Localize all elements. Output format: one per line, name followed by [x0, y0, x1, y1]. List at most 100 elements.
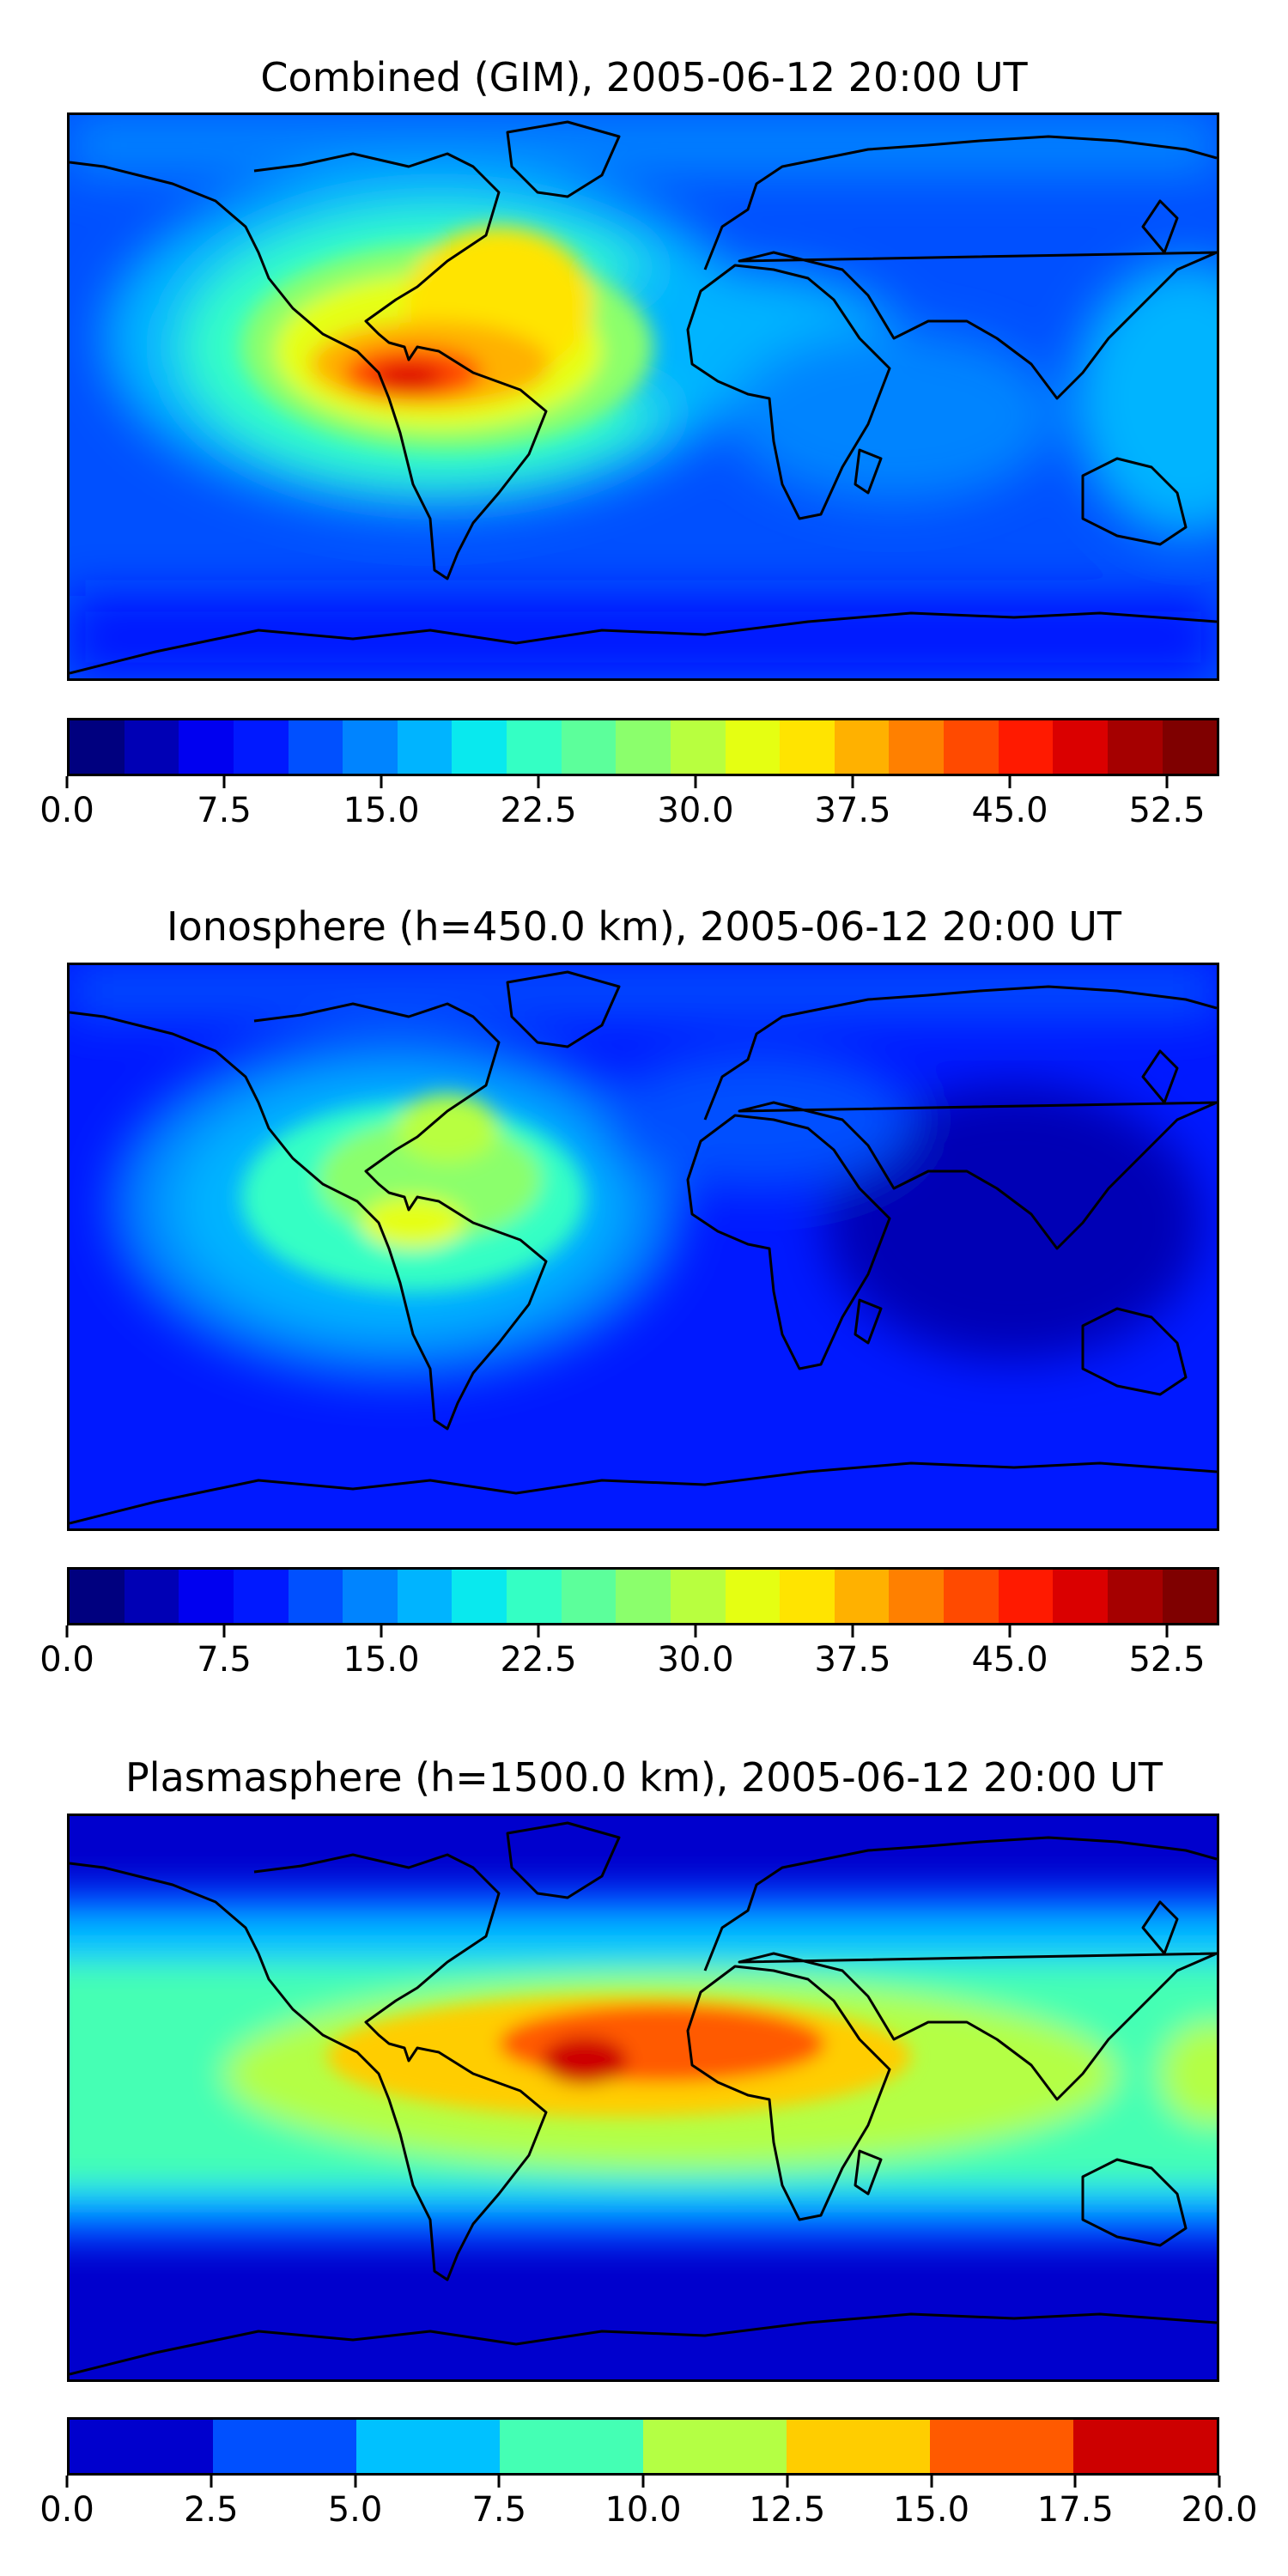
colorbar-segment — [397, 1570, 453, 1623]
colorbar-segment — [780, 1570, 835, 1623]
colorbar-segment — [930, 2420, 1073, 2473]
colorbar-tick — [354, 2476, 356, 2488]
colorbar-tick — [851, 776, 854, 788]
anomaly-region — [374, 364, 443, 390]
colorbar-segment — [356, 2420, 500, 2473]
tec-map-ionosphere — [67, 963, 1219, 1531]
colorbar-segment — [1107, 1570, 1163, 1623]
colorbar-segment — [452, 1570, 507, 1623]
colorbar-segment — [343, 1570, 398, 1623]
colorbar-tick-label: 15.0 — [892, 2490, 970, 2530]
colorbar-segment — [288, 1570, 343, 1623]
colorbar-tick — [65, 2476, 69, 2488]
colorbar-tick — [65, 1625, 69, 1637]
panel-title: Ionosphere (h=450.0 km), 2005-06-12 20:0… — [167, 903, 1121, 950]
colorbar-tick — [786, 2476, 789, 2488]
colorbar-segment — [561, 1570, 617, 1623]
colorbar-tick-label: 52.5 — [1128, 1640, 1206, 1680]
panel-combined: Combined (GIM), 2005-06-12 20:00 UT — [0, 0, 1288, 859]
colorbar-segment — [1162, 1570, 1217, 1623]
colorbar-segment — [233, 1570, 289, 1623]
colorbar-tick-label: 52.5 — [1128, 791, 1206, 830]
colorbar-segment — [397, 720, 453, 774]
colorbar-segment — [124, 720, 179, 774]
anomaly-region — [602, 1051, 911, 1188]
panel-title: Plasmasphere (h=1500.0 km), 2005-06-12 2… — [125, 1754, 1163, 1801]
colorbar-segment — [507, 720, 562, 774]
colorbar-segment — [1107, 720, 1163, 774]
colorbar-tick-label: 37.5 — [814, 1640, 891, 1680]
anomaly-region — [1160, 2022, 1217, 2125]
colorbar-tick-label: 2.5 — [183, 2490, 239, 2530]
colorbar-tick-label: 15.0 — [343, 791, 420, 830]
colorbar-segment — [787, 2420, 930, 2473]
colorbar-segment — [561, 720, 617, 774]
colorbar-tick — [641, 2476, 645, 2488]
colorbar-tick — [537, 1625, 540, 1637]
colorbar-segment — [1073, 2420, 1217, 2473]
colorbar-tick — [380, 776, 383, 788]
colorbar-tick — [497, 2476, 501, 2488]
colorbar-segment — [1053, 1570, 1108, 1623]
colorbar-segment — [1162, 720, 1217, 774]
colorbar-segment — [944, 720, 999, 774]
colorbar-segment — [643, 2420, 787, 2473]
colorbar-segment — [1053, 720, 1108, 774]
colorbar-segment — [670, 1570, 726, 1623]
coastlines — [70, 1821, 1217, 2376]
colorbar-tick-label: 15.0 — [343, 1640, 420, 1680]
colorbar-segment — [616, 720, 671, 774]
colorbar-segment — [725, 720, 781, 774]
map-svg — [70, 115, 1217, 678]
colorbar-tick-label: 45.0 — [971, 791, 1048, 830]
colorbar — [67, 718, 1219, 776]
anomaly-region — [396, 1094, 499, 1163]
colorbar-segment — [889, 720, 944, 774]
anomaly-region — [731, 330, 1057, 501]
colorbar-segment — [288, 720, 343, 774]
colorbar-ticks: 0.0 7.5 15.0 22.5 30.0 37.5 45.0 52.5 — [39, 1625, 1219, 1680]
colorbar-segment — [944, 1570, 999, 1623]
colorbar-segment — [179, 720, 234, 774]
colorbar-tick — [851, 1625, 854, 1637]
colorbar-tick-label: 30.0 — [657, 791, 734, 830]
colorbar-tick — [380, 1625, 383, 1637]
colorbar-segment — [507, 1570, 562, 1623]
colorbar-tick-label: 20.0 — [1181, 2490, 1258, 2530]
colorbar-tick-label: 5.0 — [327, 2490, 383, 2530]
colorbar-segment — [998, 720, 1054, 774]
colorbar-segment — [616, 1570, 671, 1623]
colorbar-ticks: 0.0 2.5 5.0 7.5 10.0 12.5 15.0 17.5 20.0 — [39, 2476, 1258, 2530]
colorbar-segment — [889, 1570, 944, 1623]
map-svg — [70, 1816, 1217, 2379]
colorbar-segment — [725, 1570, 781, 1623]
coastlines — [70, 970, 1217, 1525]
colorbar-tick-label: 45.0 — [971, 1640, 1048, 1680]
colorbar-tick-label: 30.0 — [657, 1640, 734, 1680]
colorbar-tick-label: 7.5 — [197, 1640, 252, 1680]
colorbar-tick — [65, 776, 69, 788]
colorbar-segment — [998, 1570, 1054, 1623]
colorbar-segment — [179, 1570, 234, 1623]
panel-ionosphere: Ionosphere (h=450.0 km), 2005-06-12 20:0… — [39, 903, 1219, 1680]
colorbar-tick-label: 7.5 — [471, 2490, 527, 2530]
colorbar-segment — [70, 1570, 125, 1623]
colorbar-tick — [210, 2476, 213, 2488]
tec-map-combined — [67, 112, 1219, 681]
colorbar-tick — [1218, 2476, 1221, 2488]
polar-band — [70, 115, 1217, 175]
polar-band — [70, 965, 1217, 1017]
colorbar-ticks: 0.0 7.5 15.0 22.5 30.0 37.5 45.0 52.5 — [39, 776, 1219, 830]
colorbar-segment — [834, 720, 890, 774]
colorbar-segment — [670, 720, 726, 774]
colorbar-tick — [694, 776, 697, 788]
colorbar-tick-label: 0.0 — [39, 2490, 94, 2530]
colorbar-segment — [70, 2420, 213, 2473]
colorbar-tick — [1008, 1625, 1012, 1637]
map-svg — [70, 965, 1217, 1528]
colorbar-tick-label: 0.0 — [39, 791, 94, 830]
colorbar-segment — [124, 1570, 179, 1623]
colorbar-segment — [834, 1570, 890, 1623]
colorbar-tick — [1165, 1625, 1169, 1637]
